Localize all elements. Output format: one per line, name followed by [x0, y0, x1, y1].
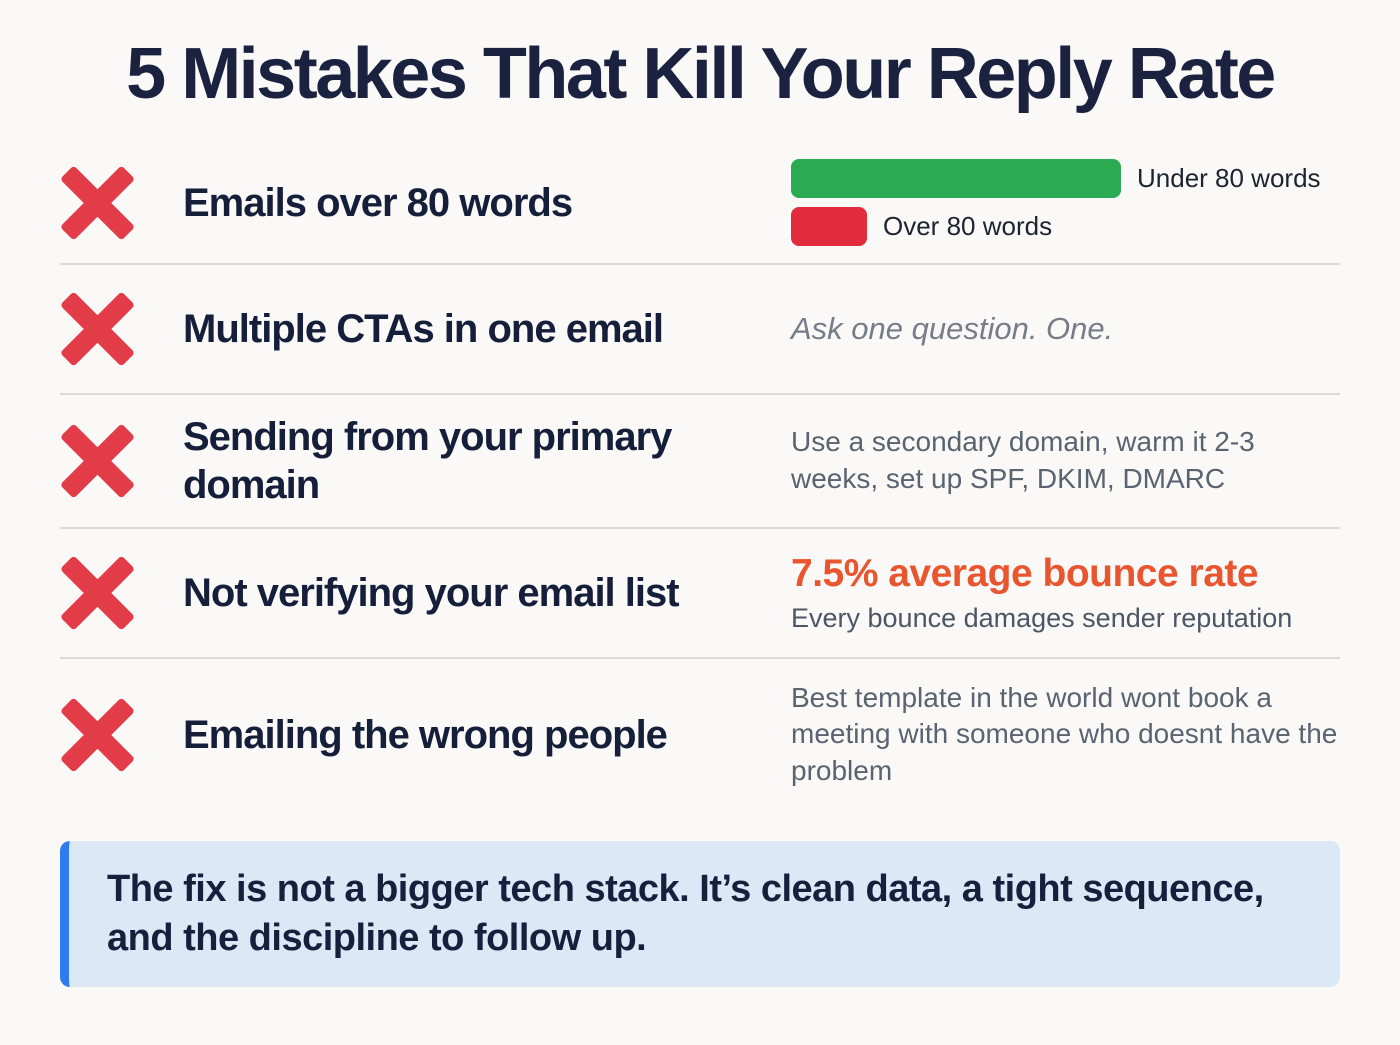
stat-subtext: Every bounce damages sender reputation — [791, 602, 1293, 633]
bar-label: Over 80 words — [883, 211, 1053, 242]
green-bar — [791, 159, 1121, 199]
advice-note: Ask one question. One. — [791, 310, 1114, 346]
mistakes-list: Emails over 80 words Under 80 words Over… — [60, 143, 1340, 811]
fix-callout-box: The fix is not a bigger tech stack. It’s… — [60, 840, 1340, 988]
mistake-row-not-verifying-list: Not verifying your email list 7.5% avera… — [60, 529, 1340, 659]
x-mark-icon — [60, 695, 135, 775]
x-mark-icon — [60, 553, 135, 633]
mistake-row-emails-over-80-words: Emails over 80 words Under 80 words Over… — [60, 143, 1340, 265]
x-mark-icon — [60, 163, 135, 243]
x-mark-icon — [60, 421, 135, 501]
mistake-row-wrong-people: Emailing the wrong people Best template … — [60, 659, 1340, 811]
mistake-title: Sending from your primary domain — [183, 414, 672, 507]
mistake-row-multiple-ctas: Multiple CTAs in one email Ask one quest… — [60, 265, 1340, 395]
mistake-title: Multiple CTAs in one email — [183, 306, 664, 351]
mistake-title: Emailing the wrong people — [183, 712, 668, 757]
page-title: 5 Mistakes That Kill Your Reply Rate — [126, 34, 1276, 114]
mistake-row-primary-domain: Sending from your primary domain Use a s… — [60, 395, 1340, 529]
bar-row-under-80: Under 80 words — [791, 159, 1340, 199]
bar-label: Under 80 words — [1137, 163, 1321, 194]
bar-row-over-80: Over 80 words — [791, 207, 1340, 247]
word-count-bar-chart: Under 80 words Over 80 words — [791, 159, 1340, 247]
advice-detail: Use a secondary domain, warm it 2-3 week… — [791, 426, 1255, 494]
red-bar — [791, 207, 867, 247]
mistake-title: Not verifying your email list — [183, 570, 680, 615]
bounce-rate-stat: 7.5% average bounce rate — [791, 551, 1259, 595]
callout-text: The fix is not a bigger tech stack. It’s… — [107, 867, 1264, 960]
advice-detail: Best template in the world wont book a m… — [791, 682, 1338, 786]
x-mark-icon — [60, 289, 135, 369]
mistake-title: Emails over 80 words — [183, 180, 573, 225]
